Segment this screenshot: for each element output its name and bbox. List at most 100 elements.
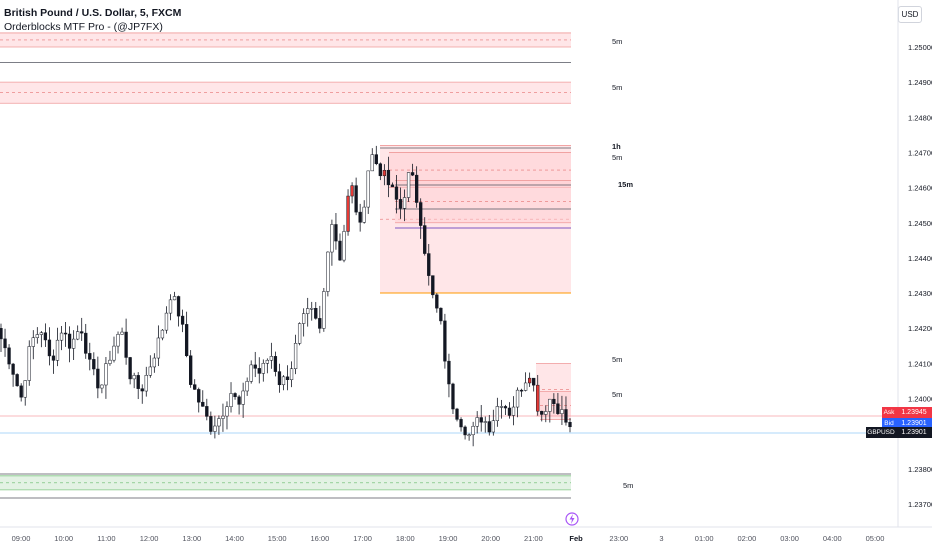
candle-body bbox=[394, 186, 399, 200]
candle-body bbox=[180, 315, 185, 325]
timeframe-label: 5m bbox=[612, 153, 622, 162]
candle-body bbox=[568, 422, 572, 428]
y-tick-label: 1.23800 bbox=[908, 465, 932, 474]
candle-body bbox=[507, 407, 512, 416]
lightning-icon[interactable] bbox=[565, 512, 579, 526]
candle-body bbox=[31, 337, 35, 347]
candle-body bbox=[289, 368, 294, 380]
candles bbox=[0, 145, 572, 447]
candle-body bbox=[556, 403, 560, 414]
candle-body bbox=[3, 338, 7, 349]
candle-body bbox=[128, 357, 132, 380]
candle-body bbox=[152, 357, 156, 368]
candle-body bbox=[233, 393, 237, 398]
candle-body bbox=[39, 332, 44, 335]
candle-body bbox=[55, 339, 60, 361]
candle-body bbox=[100, 384, 104, 389]
candle-body bbox=[84, 332, 88, 354]
time-axis: 09:00 10:00 11:00 12:00 13:00 14:00 15:00 16:00… bbox=[12, 534, 885, 543]
candle-body bbox=[386, 169, 391, 186]
candle-body bbox=[184, 324, 189, 357]
candle-body bbox=[293, 343, 298, 369]
timeframe-labels: 5m 5m 1h 5m 15m 5m 5m 5m bbox=[612, 37, 633, 490]
candle-body bbox=[306, 308, 310, 314]
indicator-title[interactable]: Orderblocks MTF Pro - (@JP7FX) bbox=[4, 21, 163, 33]
candle-body bbox=[423, 225, 427, 254]
candle-body bbox=[314, 308, 318, 319]
candle-body bbox=[366, 170, 370, 208]
y-tick-label: 1.24500 bbox=[908, 219, 932, 228]
candle-body bbox=[318, 318, 322, 329]
candle-body bbox=[564, 409, 568, 423]
symbol-price-label: GBPUSD bbox=[866, 427, 896, 438]
candle-body bbox=[398, 199, 403, 209]
candle-body bbox=[108, 359, 112, 364]
candle-body bbox=[265, 359, 269, 364]
candle-body bbox=[144, 375, 148, 392]
candle-body bbox=[382, 169, 387, 177]
x-tick-label: 19:00 bbox=[439, 534, 458, 543]
candle-body bbox=[80, 331, 84, 334]
candle-body bbox=[245, 381, 249, 392]
candle-body bbox=[459, 419, 463, 428]
candle-body bbox=[132, 375, 136, 380]
candle-body bbox=[205, 406, 209, 417]
candle-body bbox=[193, 384, 197, 390]
candle-body bbox=[277, 371, 282, 386]
candle-body bbox=[540, 410, 544, 415]
candle-body bbox=[136, 375, 140, 389]
candle-body bbox=[527, 377, 532, 384]
candle-body bbox=[67, 333, 72, 349]
candle-body bbox=[176, 296, 181, 317]
y-tick-label: 1.24600 bbox=[908, 184, 932, 193]
last-price-tag: 1.23901 bbox=[896, 427, 932, 438]
timeframe-label: 5m bbox=[612, 390, 622, 399]
y-tick-label: 1.24900 bbox=[908, 78, 932, 87]
candle-body bbox=[326, 251, 330, 292]
symbol-title[interactable]: British Pound / U.S. Dollar, 5, FXCM bbox=[4, 7, 182, 19]
candle-body bbox=[281, 376, 286, 386]
candle-body bbox=[92, 359, 96, 370]
x-tick-label: 20:00 bbox=[481, 534, 500, 543]
candle-body bbox=[19, 385, 23, 398]
candle-body bbox=[148, 366, 152, 376]
candle-body bbox=[475, 417, 479, 427]
candle-body bbox=[552, 398, 556, 404]
candle-body bbox=[451, 383, 455, 410]
orderblock-zone bbox=[0, 82, 571, 104]
candle-body bbox=[120, 331, 124, 335]
x-tick-label: 11:00 bbox=[97, 534, 115, 543]
candle-body bbox=[269, 356, 274, 361]
price-axis: 1.25000 1.24900 1.24800 1.24700 1.24600 1.245… bbox=[908, 43, 932, 509]
candle-body bbox=[435, 294, 439, 309]
candle-body bbox=[427, 253, 431, 276]
orderblock-zone bbox=[0, 32, 571, 47]
candle-body bbox=[23, 380, 27, 398]
candle-body bbox=[209, 416, 213, 432]
candle-body bbox=[51, 355, 56, 361]
orderblock-zone bbox=[0, 475, 571, 490]
candle-body bbox=[156, 337, 161, 359]
bid-price-tag: 1.23901 bbox=[896, 418, 932, 429]
orderblock-zones bbox=[0, 32, 898, 499]
candle-body bbox=[11, 363, 15, 375]
candle-body bbox=[168, 299, 173, 314]
y-tick-label: 1.24800 bbox=[908, 113, 932, 122]
timeframe-label: 15m bbox=[618, 180, 633, 189]
candle-body bbox=[241, 390, 245, 405]
candle-body bbox=[172, 296, 177, 301]
candle-body bbox=[536, 384, 540, 412]
x-tick-label: Feb bbox=[569, 534, 583, 543]
candle-body bbox=[467, 434, 471, 437]
candle-body bbox=[378, 163, 382, 177]
candle-body bbox=[88, 353, 92, 360]
candle-body bbox=[455, 408, 459, 420]
x-tick-label: 17:00 bbox=[353, 534, 372, 543]
candle-body bbox=[390, 184, 395, 188]
candle-body bbox=[479, 417, 483, 423]
x-tick-label: 01:00 bbox=[695, 534, 714, 543]
candle-body bbox=[249, 364, 253, 382]
candle-body bbox=[402, 197, 407, 209]
